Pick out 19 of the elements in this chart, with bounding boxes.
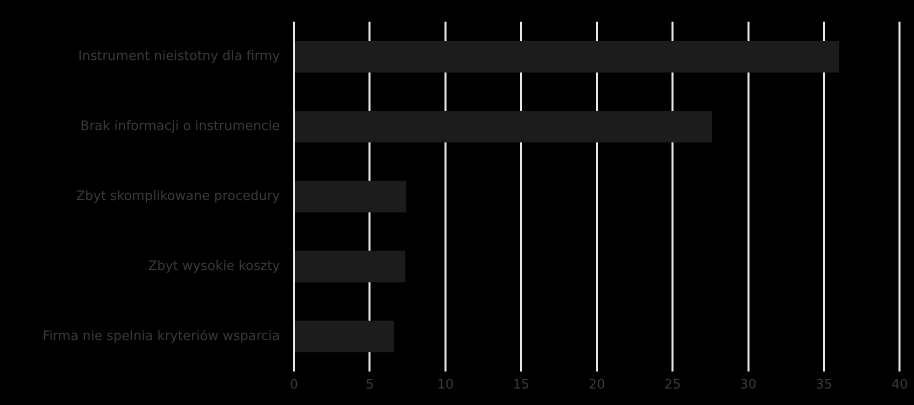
x-tick-label: 10 <box>437 378 454 393</box>
bar <box>295 320 394 352</box>
x-tick-label: 5 <box>366 378 374 393</box>
x-tick-label: 20 <box>588 378 606 393</box>
bar <box>295 180 406 212</box>
x-tick-label: 30 <box>740 378 757 393</box>
x-tick-label: 15 <box>512 378 530 393</box>
y-tick-label: Brak informacji o instrumencie <box>80 119 280 134</box>
y-tick-label: Zbyt skomplikowane procedury <box>76 188 280 204</box>
x-tick-label: 25 <box>664 378 681 393</box>
bar <box>295 250 406 282</box>
bar <box>295 110 712 142</box>
x-tick-label: 35 <box>816 378 832 393</box>
bar <box>295 41 840 72</box>
x-tick-label: 0 <box>290 378 298 393</box>
y-tick-label: Instrument nieistotny dla firmy <box>78 49 280 64</box>
y-tick-label: Zbyt wysokie koszty <box>148 258 280 274</box>
y-tick-label: Firma nie spelnia kryteriów wsparcia <box>42 328 280 344</box>
x-tick-label: 40 <box>891 378 908 393</box>
